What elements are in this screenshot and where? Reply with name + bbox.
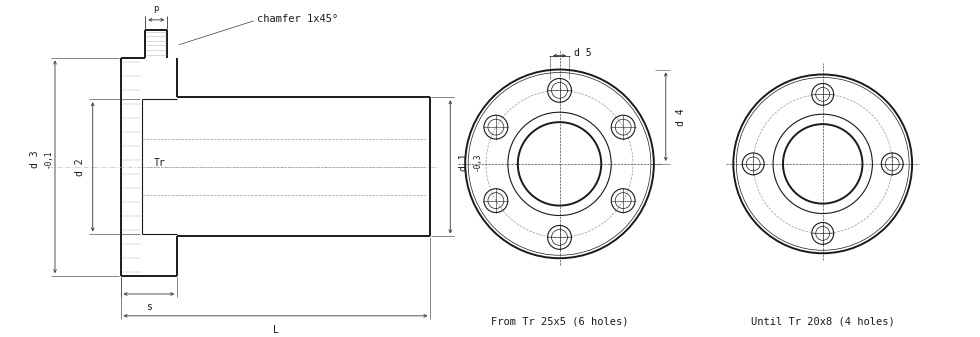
Text: -0,1: -0,1 (43, 150, 53, 168)
Text: chamfer 1x45°: chamfer 1x45° (257, 14, 338, 24)
Text: d 1: d 1 (460, 153, 469, 171)
Text: d 2: d 2 (74, 158, 85, 176)
Text: Until Tr 20x8 (4 holes): Until Tr 20x8 (4 holes) (751, 317, 895, 327)
Text: d 3: d 3 (30, 150, 40, 168)
Text: From Tr 25x5 (6 holes): From Tr 25x5 (6 holes) (491, 317, 628, 327)
Text: -0,3: -0,3 (472, 153, 481, 171)
Text: L: L (272, 325, 278, 335)
Text: Tr: Tr (154, 158, 166, 168)
Text: s: s (146, 302, 152, 312)
Text: d 4: d 4 (676, 108, 686, 125)
Text: d 5: d 5 (574, 48, 592, 58)
Text: p: p (154, 4, 159, 13)
